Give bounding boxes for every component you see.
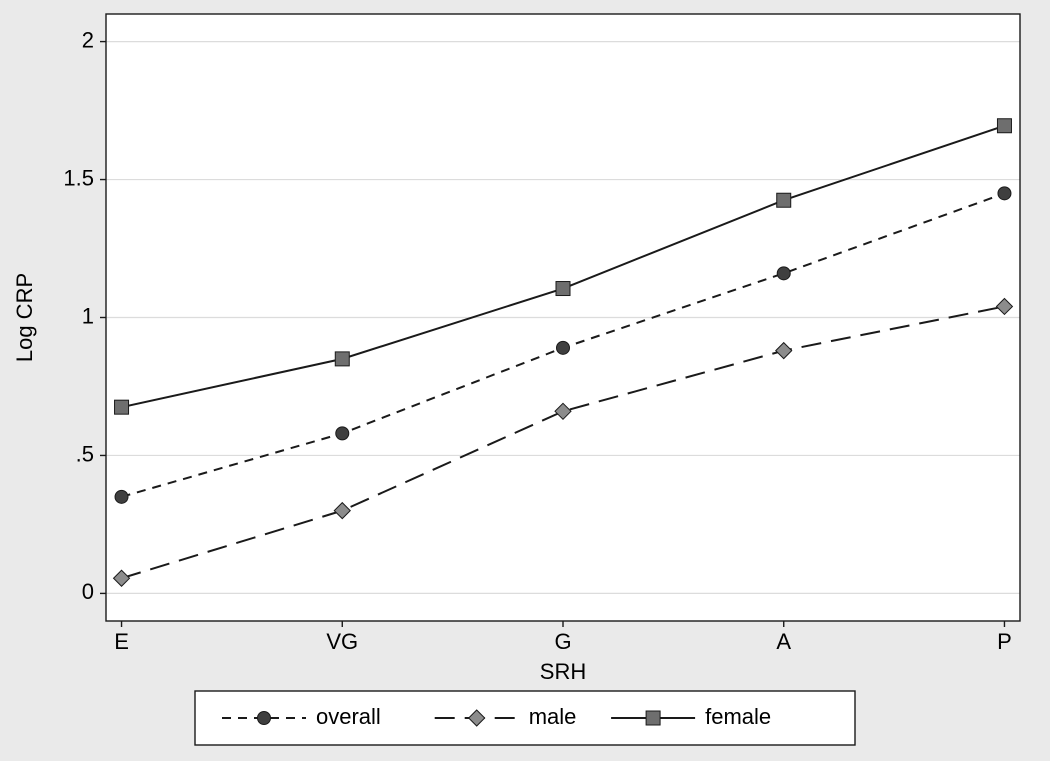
x-tick-label: A (776, 629, 791, 654)
y-axis-title: Log CRP (12, 273, 37, 362)
y-tick-label: 2 (82, 27, 94, 52)
legend-label: female (705, 704, 771, 729)
legend-label: male (529, 704, 577, 729)
chart-container: 0 .5 1 1.5 2 Log CRP E VG G A P SRH overall male femal… (0, 0, 1050, 761)
x-axis-title: SRH (540, 659, 586, 684)
x-tick-label: G (554, 629, 571, 654)
x-tick-label: P (997, 629, 1012, 654)
legend-label: overall (316, 704, 381, 729)
y-tick-label: 1.5 (63, 165, 94, 190)
x-tick-label: VG (326, 629, 358, 654)
y-tick-label: 0 (82, 579, 94, 604)
y-tick-label: .5 (76, 441, 94, 466)
x-tick-label: E (114, 629, 129, 654)
line-chart: 0 .5 1 1.5 2 Log CRP E VG G A P SRH overall male femal… (0, 0, 1050, 761)
y-tick-label: 1 (82, 303, 94, 328)
